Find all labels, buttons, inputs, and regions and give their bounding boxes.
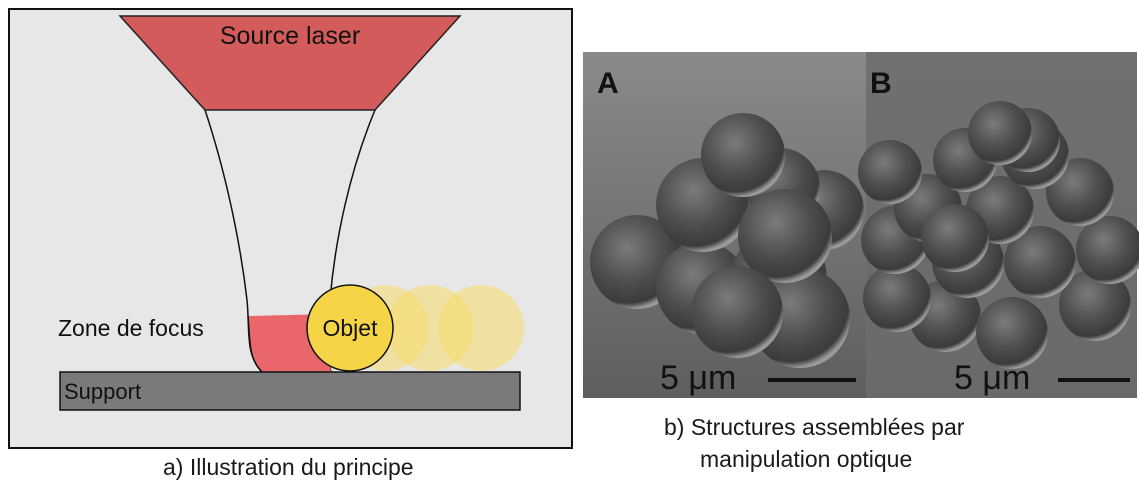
sem-image-a: A 5 μm (583, 52, 866, 398)
support-bar (59, 371, 521, 411)
caption-b-line1: b) Structures assemblées par (664, 414, 965, 440)
image-a-label: A (597, 67, 619, 100)
caption-a: a) Illustration du principe (163, 454, 414, 480)
scale-label-b: 5 μm (954, 359, 1030, 397)
image-b-label: B (870, 67, 892, 100)
laser-source-label: Source laser (220, 22, 360, 50)
scale-bar-a (768, 378, 856, 382)
sem-images: A 5 μm B 5 μm (583, 52, 1139, 398)
focus-zone-label: Zone de focus (58, 315, 204, 341)
object-label: Objet (323, 315, 379, 341)
principle-illustration: Source laser Objet Zone de focus Support (8, 8, 573, 449)
sem-image-b: B 5 μm (858, 52, 1139, 398)
support-label: Support (64, 379, 141, 404)
scale-label-a: 5 μm (660, 359, 736, 397)
scale-bar-b (1058, 378, 1130, 382)
caption-b-line2: manipulation optique (700, 446, 913, 472)
object-circle (306, 284, 394, 372)
